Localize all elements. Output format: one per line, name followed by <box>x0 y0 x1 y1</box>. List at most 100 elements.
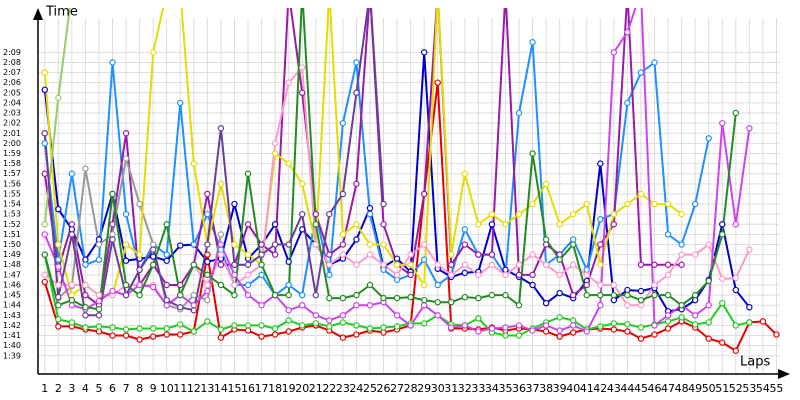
data-point <box>624 200 631 208</box>
data-point <box>420 256 428 263</box>
data-point <box>570 210 577 218</box>
data-point <box>136 291 143 299</box>
data-point <box>597 261 604 268</box>
y-tick-label: 1:52 <box>3 220 21 229</box>
data-point <box>664 200 672 208</box>
data-point <box>461 226 469 233</box>
data-point <box>502 324 509 331</box>
x-tick-label: 39 <box>553 382 567 395</box>
data-point <box>285 258 292 265</box>
data-point <box>407 251 414 258</box>
data-point <box>732 221 740 228</box>
x-tick-label: 51 <box>715 382 729 395</box>
y-tick-label: 1:46 <box>3 280 21 289</box>
x-tick-label: 48 <box>675 382 689 395</box>
data-point <box>163 302 170 309</box>
data-point <box>420 49 428 56</box>
data-point <box>177 281 184 289</box>
data-point <box>705 135 712 142</box>
data-point <box>502 271 509 279</box>
data-point <box>420 302 428 309</box>
data-point <box>55 316 62 323</box>
data-point <box>732 286 740 294</box>
data-point <box>637 69 645 76</box>
data-point <box>746 246 753 253</box>
data-point <box>55 281 62 289</box>
data-point <box>190 160 198 167</box>
data-point <box>326 294 333 302</box>
data-point <box>204 241 211 248</box>
data-point <box>68 291 76 299</box>
data-point <box>122 257 130 264</box>
data-point <box>68 226 76 233</box>
data-point <box>204 271 211 279</box>
x-tick-label: 15 <box>227 382 241 395</box>
data-point <box>448 324 455 331</box>
data-point <box>353 59 360 66</box>
data-point <box>448 261 455 268</box>
data-point <box>542 241 550 248</box>
data-point <box>231 281 238 289</box>
data-point <box>678 251 685 258</box>
data-point <box>339 319 347 326</box>
data-point <box>773 331 780 338</box>
data-point <box>488 251 496 258</box>
y-tick-label: 1:54 <box>3 200 21 209</box>
data-point <box>691 296 699 304</box>
data-point <box>312 221 319 228</box>
data-point <box>68 221 76 228</box>
x-tick-label: 11 <box>173 382 187 395</box>
x-tick-label: 32 <box>458 382 472 395</box>
data-point <box>664 271 672 279</box>
data-point <box>122 281 130 289</box>
y-tick-label: 1:58 <box>3 159 21 168</box>
data-point <box>366 251 374 258</box>
y-tick-label: 1:53 <box>3 210 21 219</box>
data-point <box>583 266 590 273</box>
data-point <box>583 200 590 208</box>
data-point <box>149 333 157 340</box>
x-tick-label: 3 <box>68 382 75 395</box>
data-point <box>299 64 306 71</box>
data-point <box>82 324 89 331</box>
data-point <box>136 251 143 258</box>
data-point <box>149 253 157 260</box>
data-point <box>678 314 685 321</box>
data-point <box>637 296 645 304</box>
x-tick-label: 38 <box>539 382 553 395</box>
data-point <box>407 293 414 301</box>
data-point <box>651 331 658 338</box>
data-point <box>515 322 523 329</box>
data-point <box>109 190 116 198</box>
data-point <box>719 275 726 283</box>
data-point <box>529 150 536 157</box>
data-point <box>556 251 563 258</box>
data-point <box>610 221 618 228</box>
data-point <box>353 261 360 268</box>
y-tick-label: 1:49 <box>3 250 21 259</box>
data-point <box>217 281 225 289</box>
data-point <box>258 241 265 248</box>
data-point <box>149 246 157 253</box>
x-tick-label: 4 <box>82 382 89 395</box>
data-point <box>380 329 387 336</box>
data-point <box>393 312 401 319</box>
data-point <box>312 291 319 299</box>
data-point <box>529 39 536 46</box>
data-point <box>434 79 441 86</box>
x-tick-label: 55 <box>769 382 783 395</box>
data-point <box>529 200 536 208</box>
data-point <box>610 296 618 304</box>
y-tick-label: 2:09 <box>3 48 21 57</box>
data-point <box>190 307 198 314</box>
y-tick-label: 1:48 <box>3 260 21 269</box>
data-point <box>664 231 672 238</box>
data-point <box>651 322 658 329</box>
data-point <box>339 312 347 319</box>
data-point <box>610 210 618 218</box>
data-point <box>475 271 482 279</box>
data-point <box>136 336 143 343</box>
data-point <box>41 86 48 93</box>
data-point <box>393 323 401 330</box>
